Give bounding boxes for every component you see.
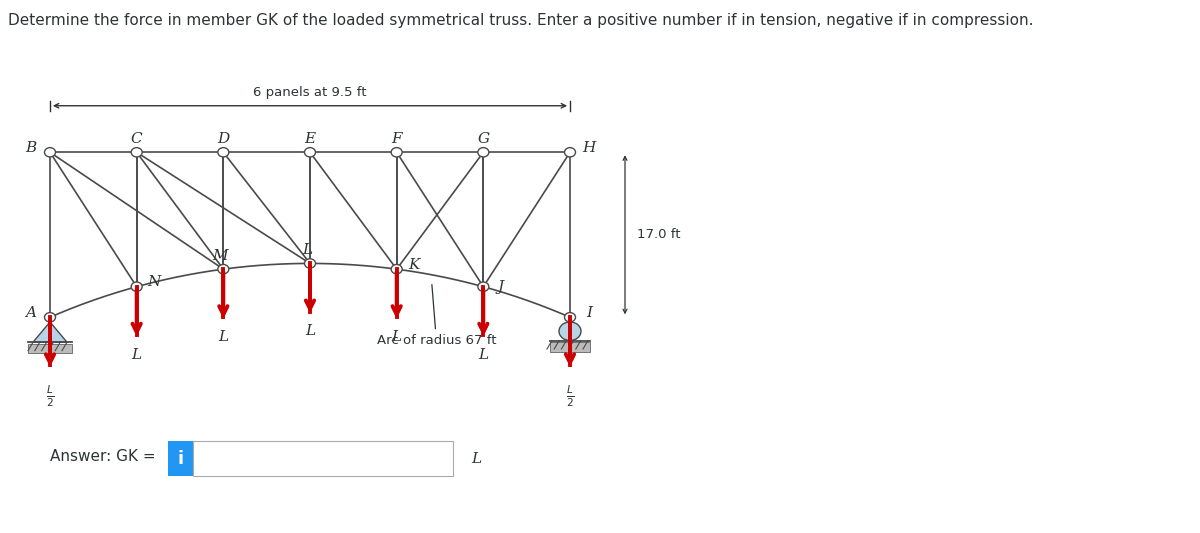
FancyBboxPatch shape bbox=[168, 441, 193, 477]
Text: I: I bbox=[586, 306, 592, 320]
Circle shape bbox=[131, 282, 142, 292]
Circle shape bbox=[305, 148, 316, 157]
Text: F: F bbox=[391, 132, 402, 146]
Text: H: H bbox=[582, 141, 595, 155]
Text: L: L bbox=[132, 348, 142, 361]
Text: C: C bbox=[131, 132, 143, 146]
Text: L: L bbox=[302, 243, 312, 257]
Text: $\frac{L}{2}$: $\frac{L}{2}$ bbox=[565, 383, 575, 409]
Text: 6 panels at 9.5 ft: 6 panels at 9.5 ft bbox=[253, 86, 367, 99]
Text: L: L bbox=[218, 330, 228, 344]
Circle shape bbox=[44, 148, 55, 157]
Text: i: i bbox=[178, 449, 184, 467]
Text: E: E bbox=[305, 132, 316, 146]
Text: J: J bbox=[497, 280, 503, 294]
Text: B: B bbox=[25, 141, 37, 155]
Text: L: L bbox=[479, 348, 488, 361]
Circle shape bbox=[478, 282, 488, 292]
Circle shape bbox=[305, 259, 316, 268]
Circle shape bbox=[44, 313, 55, 322]
Text: D: D bbox=[217, 132, 229, 146]
Circle shape bbox=[131, 148, 142, 157]
Text: G: G bbox=[478, 132, 490, 146]
Text: L: L bbox=[305, 325, 316, 338]
Bar bbox=[550, 342, 590, 352]
Text: Answer: GK =: Answer: GK = bbox=[50, 449, 156, 464]
Text: Arc of radius 67 ft: Arc of radius 67 ft bbox=[377, 285, 496, 348]
Text: $\frac{L}{2}$: $\frac{L}{2}$ bbox=[46, 383, 54, 409]
Circle shape bbox=[559, 322, 581, 341]
Bar bbox=[28, 344, 72, 353]
Text: N: N bbox=[146, 276, 161, 289]
FancyBboxPatch shape bbox=[193, 441, 454, 477]
Polygon shape bbox=[32, 322, 67, 342]
Text: Determine the force in member GK of the loaded symmetrical truss. Enter a positi: Determine the force in member GK of the … bbox=[8, 13, 1033, 28]
Text: K: K bbox=[408, 258, 419, 272]
Circle shape bbox=[218, 264, 229, 274]
Text: L: L bbox=[391, 330, 402, 344]
Text: A: A bbox=[25, 306, 36, 320]
Circle shape bbox=[564, 148, 576, 157]
Text: 17.0 ft: 17.0 ft bbox=[637, 228, 680, 241]
Circle shape bbox=[218, 148, 229, 157]
Text: M: M bbox=[212, 248, 228, 263]
Circle shape bbox=[391, 148, 402, 157]
Circle shape bbox=[564, 313, 576, 322]
Circle shape bbox=[478, 148, 488, 157]
Text: L: L bbox=[470, 451, 481, 465]
Circle shape bbox=[391, 264, 402, 274]
